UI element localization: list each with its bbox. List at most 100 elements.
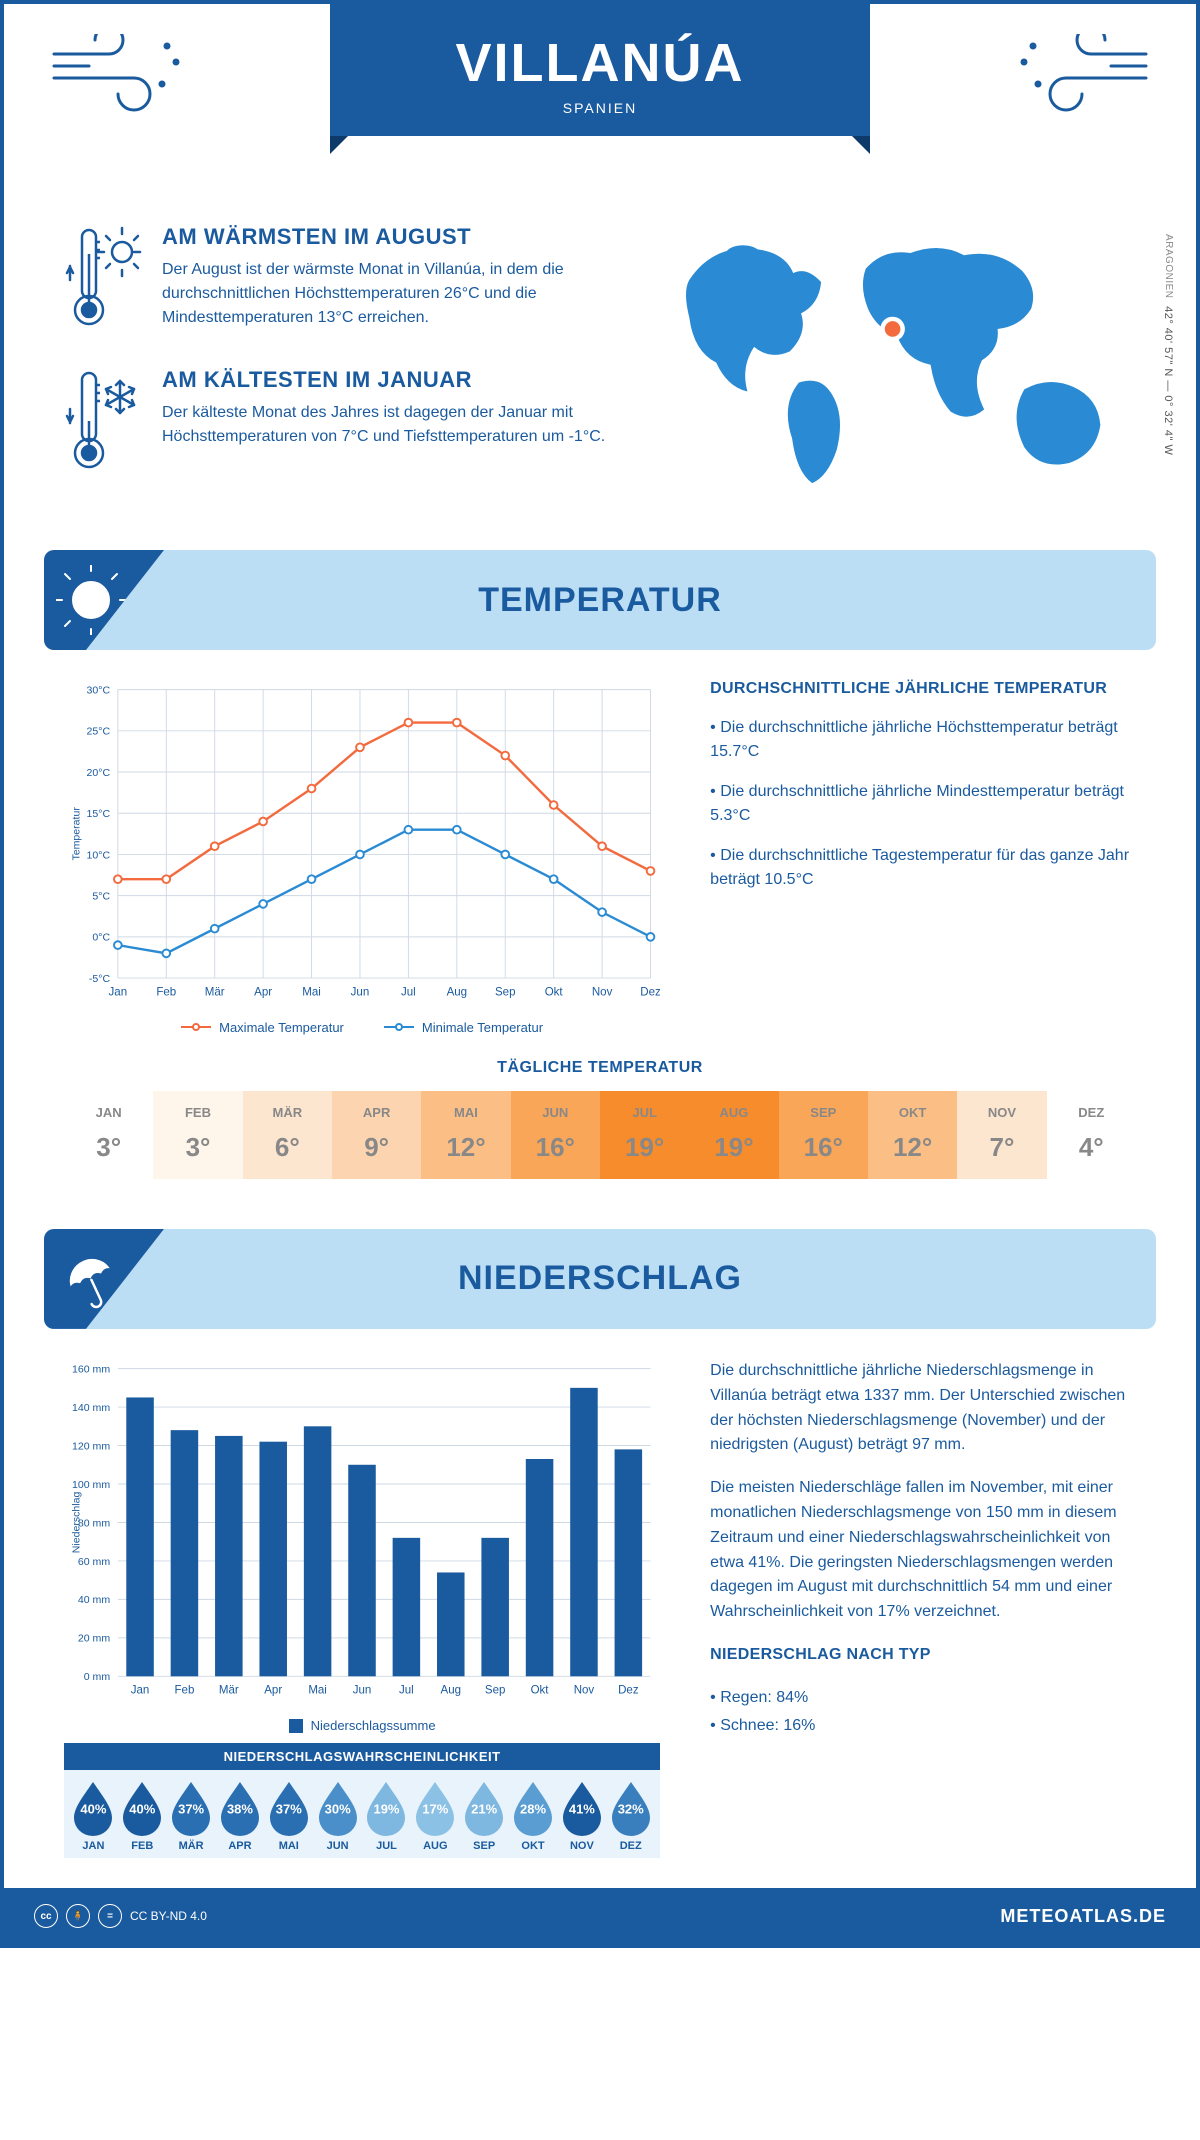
daily-cell: MAI12° xyxy=(421,1091,510,1179)
daily-cell: JAN3° xyxy=(64,1091,153,1179)
drop-month: APR xyxy=(217,1840,264,1852)
svg-text:10°C: 10°C xyxy=(87,849,111,861)
drop-percent: 40% xyxy=(80,1802,106,1817)
svg-text:40 mm: 40 mm xyxy=(78,1594,110,1606)
drop-percent: 40% xyxy=(129,1802,155,1817)
svg-text:Sep: Sep xyxy=(485,1685,506,1697)
svg-text:Nov: Nov xyxy=(574,1685,595,1697)
precip-type-title: NIEDERSCHLAG NACH TYP xyxy=(710,1643,1136,1668)
raindrop-icon: 30% xyxy=(315,1780,361,1836)
temp-bullet-2: • Die durchschnittliche jährliche Mindes… xyxy=(710,780,1136,828)
svg-text:140 mm: 140 mm xyxy=(72,1402,110,1414)
temperature-title: TEMPERATUR xyxy=(44,581,1156,620)
drop-cell: 37%MÄR xyxy=(168,1780,215,1852)
footer: cc 🧍 = CC BY-ND 4.0 METEOATLAS.DE xyxy=(4,1888,1196,1944)
probability-row: 40%JAN40%FEB37%MÄR38%APR37%MAI30%JUN19%J… xyxy=(64,1770,660,1858)
svg-text:Sep: Sep xyxy=(495,986,516,998)
drop-cell: 37% MAI xyxy=(265,1780,312,1852)
raindrop-icon: 21% xyxy=(461,1780,507,1836)
svg-text:Apr: Apr xyxy=(264,1685,282,1697)
legend-max: Maximale Temperatur xyxy=(219,1020,344,1035)
daily-month: JAN xyxy=(64,1105,153,1120)
nd-icon: = xyxy=(98,1904,122,1928)
daily-month: NOV xyxy=(957,1105,1046,1120)
svg-text:Jun: Jun xyxy=(353,1685,372,1697)
raindrop-icon: 40% xyxy=(119,1780,165,1836)
drop-percent: 19% xyxy=(373,1802,399,1817)
svg-text:Jan: Jan xyxy=(109,986,128,998)
site-name: METEOATLAS.DE xyxy=(1000,1906,1166,1927)
daily-month: JUN xyxy=(511,1105,600,1120)
daily-value: 4° xyxy=(1047,1132,1136,1163)
svg-text:30°C: 30°C xyxy=(87,684,111,696)
svg-text:0°C: 0°C xyxy=(92,932,110,944)
svg-text:25°C: 25°C xyxy=(87,726,111,738)
drop-percent: 21% xyxy=(471,1802,497,1817)
svg-text:Mär: Mär xyxy=(219,1685,239,1697)
drop-cell: 19%JUL xyxy=(363,1780,410,1852)
daily-value: 16° xyxy=(779,1132,868,1163)
daily-month: SEP xyxy=(779,1105,868,1120)
daily-month: FEB xyxy=(153,1105,242,1120)
drop-percent: 37% xyxy=(276,1802,302,1817)
daily-cell: JUL19° xyxy=(600,1091,689,1179)
raindrop-icon: 38% xyxy=(217,1780,263,1836)
drop-cell: 40% FEB xyxy=(119,1780,166,1852)
precip-legend: Niederschlagssumme xyxy=(64,1718,660,1733)
daily-month: AUG xyxy=(689,1105,778,1120)
svg-text:Jul: Jul xyxy=(399,1685,414,1697)
daily-cell: OKT12° xyxy=(868,1091,957,1179)
svg-text:Temperatur: Temperatur xyxy=(70,807,82,861)
precip-section-head: NIEDERSCHLAG xyxy=(44,1229,1156,1329)
daily-cell: FEB 3° xyxy=(153,1091,242,1179)
warm-fact: AM WÄRMSTEN IM AUGUST Der August ist der… xyxy=(64,224,627,339)
daily-value: 3° xyxy=(153,1132,242,1163)
drop-month: FEB xyxy=(119,1840,166,1852)
drop-percent: 28% xyxy=(520,1802,546,1817)
daily-cell: NOV7° xyxy=(957,1091,1046,1179)
temp-info-title: DURCHSCHNITTLICHE JÄHRLICHE TEMPERATUR xyxy=(710,680,1136,698)
location-title: VILLANÚA xyxy=(330,32,870,94)
daily-cell: MÄR6° xyxy=(243,1091,332,1179)
legend-max-item: Maximale Temperatur xyxy=(181,1020,344,1035)
raindrop-icon: 37% xyxy=(168,1780,214,1836)
svg-text:Mär: Mär xyxy=(205,986,225,998)
svg-text:60 mm: 60 mm xyxy=(78,1556,110,1568)
svg-text:15°C: 15°C xyxy=(87,808,111,820)
svg-text:Mai: Mai xyxy=(302,986,321,998)
svg-text:20°C: 20°C xyxy=(87,767,111,779)
thermometer-sun-icon xyxy=(64,224,144,339)
svg-text:Niederschlag: Niederschlag xyxy=(70,1491,82,1553)
drop-percent: 38% xyxy=(227,1802,253,1817)
daily-value: 9° xyxy=(332,1132,421,1163)
license-text: CC BY-ND 4.0 xyxy=(130,1909,207,1923)
legend-min-item: Minimale Temperatur xyxy=(384,1020,543,1035)
drop-month: AUG xyxy=(412,1840,459,1852)
daily-month: APR xyxy=(332,1105,421,1120)
svg-text:120 mm: 120 mm xyxy=(72,1440,110,1452)
warm-text: AM WÄRMSTEN IM AUGUST Der August ist der… xyxy=(162,224,627,339)
drop-month: MAI xyxy=(265,1840,312,1852)
raindrop-icon: 17% xyxy=(412,1780,458,1836)
drop-percent: 30% xyxy=(325,1802,351,1817)
world-map-icon xyxy=(667,224,1136,497)
precip-legend-label: Niederschlagssumme xyxy=(311,1718,436,1733)
daily-value: 19° xyxy=(689,1132,778,1163)
daily-cell: JUN16° xyxy=(511,1091,600,1179)
cc-icon: cc xyxy=(34,1904,58,1928)
precip-info: Die durchschnittliche jährliche Niedersc… xyxy=(710,1359,1136,1858)
daily-value: 19° xyxy=(600,1132,689,1163)
temp-legend: Maximale Temperatur Minimale Temperatur xyxy=(64,1020,660,1035)
drop-cell: 41%NOV xyxy=(558,1780,605,1852)
intro-section: AM WÄRMSTEN IM AUGUST Der August ist der… xyxy=(4,204,1196,520)
temp-chart-svg: -5°C0°C5°C10°C15°C20°C25°C30°CJanFebMärA… xyxy=(64,680,660,1007)
map-column: ARAGONIEN 42° 40' 57" N — 0° 32' 4" W xyxy=(667,224,1136,510)
drop-month: OKT xyxy=(510,1840,557,1852)
svg-text:Dez: Dez xyxy=(640,986,660,998)
temp-bullet-3: • Die durchschnittliche Tagestemperatur … xyxy=(710,844,1136,892)
raindrop-icon: 37% xyxy=(266,1780,312,1836)
location-country: SPANIEN xyxy=(330,100,870,116)
facts-column: AM WÄRMSTEN IM AUGUST Der August ist der… xyxy=(64,224,627,510)
svg-text:Mai: Mai xyxy=(308,1685,327,1697)
daily-cell: SEP 16° xyxy=(779,1091,868,1179)
